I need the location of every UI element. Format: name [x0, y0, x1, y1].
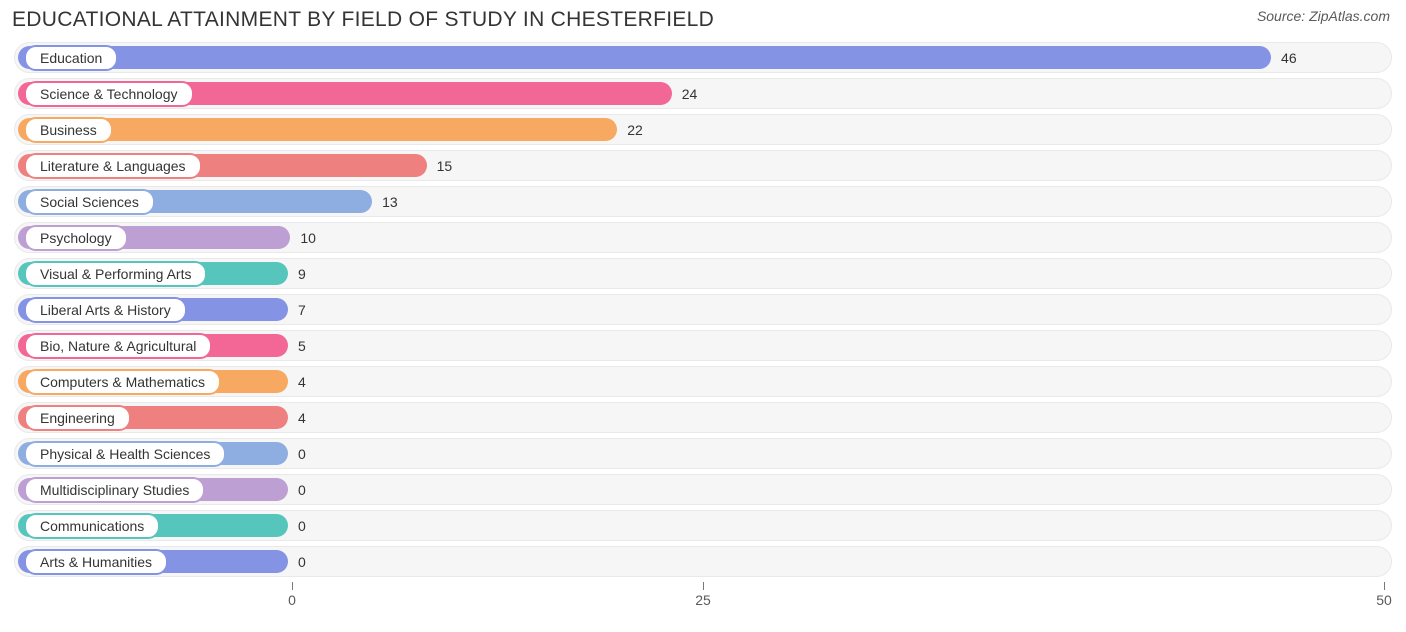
chart-row: Social Sciences 13 [10, 186, 1396, 217]
x-axis: 02550 [24, 582, 1382, 612]
value-label: 15 [437, 158, 453, 174]
bar [18, 46, 1271, 69]
category-pill: Business [24, 117, 113, 143]
value-label: 4 [298, 410, 306, 426]
chart-row: Science & Technology 24 [10, 78, 1396, 109]
category-pill: Psychology [24, 225, 128, 251]
category-pill: Social Sciences [24, 189, 155, 215]
chart-row: Engineering 4 [10, 402, 1396, 433]
chart-header: EDUCATIONAL ATTAINMENT BY FIELD OF STUDY… [0, 0, 1406, 40]
value-label: 9 [298, 266, 306, 282]
category-pill: Computers & Mathematics [24, 369, 221, 395]
axis-tick [1384, 582, 1385, 590]
value-label: 10 [300, 230, 316, 246]
chart-row: Education 46 [10, 42, 1396, 73]
chart-area: Education 46 Science & Technology 24 Busines… [0, 40, 1406, 612]
value-label: 4 [298, 374, 306, 390]
chart-row: Liberal Arts & History 7 [10, 294, 1396, 325]
category-pill: Arts & Humanities [24, 549, 168, 575]
chart-row: Literature & Languages 15 [10, 150, 1396, 181]
category-pill: Education [24, 45, 118, 71]
value-label: 0 [298, 482, 306, 498]
axis-tick [703, 582, 704, 590]
category-pill: Science & Technology [24, 81, 194, 107]
value-label: 0 [298, 518, 306, 534]
value-label: 22 [627, 122, 643, 138]
value-label: 0 [298, 554, 306, 570]
axis-tick-label: 25 [695, 592, 711, 608]
axis-tick-label: 0 [288, 592, 296, 608]
category-pill: Multidisciplinary Studies [24, 477, 205, 503]
value-label: 5 [298, 338, 306, 354]
chart-row: Computers & Mathematics 4 [10, 366, 1396, 397]
chart-title: EDUCATIONAL ATTAINMENT BY FIELD OF STUDY… [12, 8, 714, 32]
category-pill: Liberal Arts & History [24, 297, 187, 323]
category-pill: Bio, Nature & Agricultural [24, 333, 212, 359]
category-pill: Communications [24, 513, 160, 539]
category-pill: Literature & Languages [24, 153, 202, 179]
chart-row: Visual & Performing Arts 9 [10, 258, 1396, 289]
category-pill: Engineering [24, 405, 131, 431]
value-label: 7 [298, 302, 306, 318]
chart-row: Business 22 [10, 114, 1396, 145]
category-pill: Visual & Performing Arts [24, 261, 207, 287]
chart-row: Multidisciplinary Studies 0 [10, 474, 1396, 505]
value-label: 24 [682, 86, 698, 102]
chart-row: Physical & Health Sciences 0 [10, 438, 1396, 469]
chart-source: Source: ZipAtlas.com [1257, 8, 1390, 24]
axis-tick-label: 50 [1376, 592, 1392, 608]
chart-row: Bio, Nature & Agricultural 5 [10, 330, 1396, 361]
axis-tick [292, 582, 293, 590]
value-label: 13 [382, 194, 398, 210]
value-label: 46 [1281, 50, 1297, 66]
chart-row: Communications 0 [10, 510, 1396, 541]
chart-row: Psychology 10 [10, 222, 1396, 253]
chart-row: Arts & Humanities 0 [10, 546, 1396, 577]
value-label: 0 [298, 446, 306, 462]
category-pill: Physical & Health Sciences [24, 441, 226, 467]
